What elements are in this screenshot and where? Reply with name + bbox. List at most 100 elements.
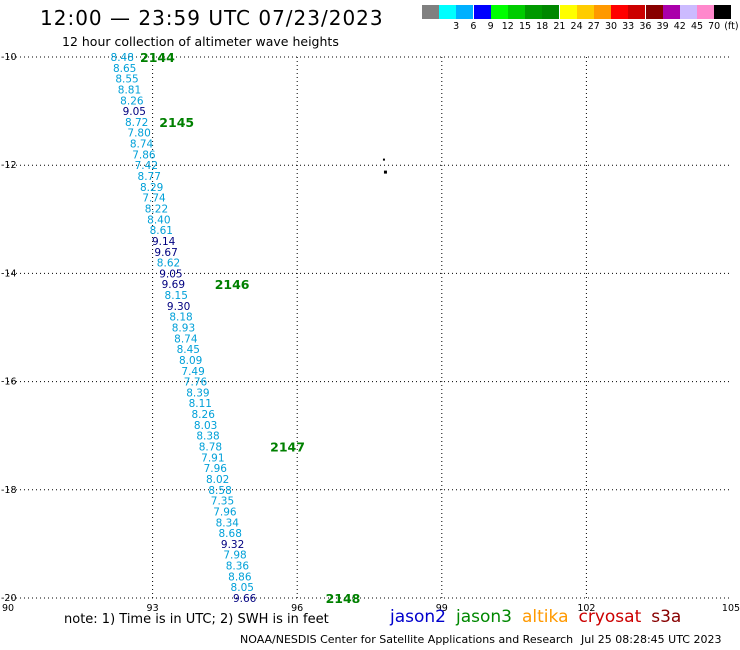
pass-time-label: 2147 (270, 440, 305, 455)
legend-swatch (559, 5, 577, 19)
lon-tick-label: 99 (436, 603, 448, 614)
swh-reading: 7.49 (181, 366, 204, 378)
swh-reading: 8.05 (231, 582, 254, 594)
lat-tick-label: -10 (1, 52, 17, 63)
swh-reading: 7.96 (213, 506, 237, 518)
swh-reading: 8.09 (179, 355, 202, 367)
swh-reading: 9.14 (152, 236, 176, 248)
legend-swatch (473, 5, 491, 19)
satellite-name: jason3 (456, 607, 512, 627)
lon-tick-label: 102 (577, 603, 595, 614)
swh-reading: 8.22 (145, 203, 168, 215)
legend-swatch (680, 5, 697, 19)
satellite-name: jason2 (390, 607, 446, 627)
legend-swatch (662, 5, 680, 19)
swh-reading: 7.86 (132, 149, 156, 161)
swh-reading: 8.38 (196, 431, 219, 443)
swh-reading: 9.69 (162, 279, 185, 291)
lat-tick-label: -12 (1, 160, 17, 171)
legend-label: 15 (518, 21, 532, 32)
swh-reading: 8.03 (194, 420, 217, 432)
island-mark (382, 158, 385, 161)
swh-reading: 7.96 (204, 463, 228, 475)
legend-label: 36 (639, 21, 652, 32)
legend-swatch (456, 5, 474, 19)
lat-tick-label: -18 (1, 485, 17, 496)
lat-tick-label: -20 (1, 593, 17, 604)
legend-label: 27 (587, 21, 600, 32)
swh-reading: 7.42 (135, 160, 158, 172)
swh-reading: 8.61 (150, 225, 173, 237)
legend-label: 9 (487, 21, 494, 32)
pass-time-label: 2146 (215, 277, 250, 292)
swh-reading: 7.91 (201, 452, 224, 464)
swh-reading: 8.68 (219, 528, 242, 540)
lon-tick-label: 90 (2, 603, 14, 614)
legend-swatch (439, 5, 457, 19)
swh-reading: 8.74 (130, 139, 154, 151)
swh-reading: 8.36 (226, 561, 250, 573)
legend-swatch (576, 5, 594, 19)
legend-label: 18 (536, 21, 549, 32)
pass-time-label: 2148 (326, 591, 361, 606)
satellite-name: s3a (651, 607, 682, 627)
swh-reading: 8.93 (172, 323, 195, 335)
legend-label: 12 (501, 21, 514, 32)
island-mark (383, 170, 387, 174)
swh-reading: 8.11 (189, 398, 212, 410)
swh-reading: 7.98 (223, 550, 246, 562)
map-subtitle: 12 hour collection of altimeter wave hei… (62, 34, 339, 49)
swh-reading: 9.67 (154, 247, 177, 259)
legend-swatch (422, 5, 439, 19)
swh-reading: 8.26 (120, 95, 144, 107)
swh-reading: 8.26 (192, 409, 216, 421)
legend-label: 21 (553, 21, 566, 32)
legend-swatch (645, 5, 663, 19)
legend-label: 30 (604, 21, 618, 32)
lon-tick-label: 105 (722, 603, 740, 614)
legend-swatch (628, 5, 646, 19)
legend-swatch (490, 5, 508, 19)
swh-reading: 8.34 (216, 517, 240, 529)
swh-reading: 9.05 (123, 106, 146, 118)
map-title: 12:00 — 23:59 UTC 07/23/2023 (40, 6, 384, 30)
swh-reading: 9.30 (167, 301, 190, 313)
pass-time-label: 2144 (140, 50, 175, 65)
satellite-name: cryosat (578, 607, 642, 627)
legend-label: 42 (673, 21, 686, 32)
legend-label: 70 (708, 21, 721, 32)
footer-note: note: 1) Time is in UTC; 2) SWH is in fe… (64, 612, 329, 627)
swh-reading: 8.45 (177, 344, 200, 356)
swh-reading: 8.40 (147, 214, 170, 226)
swh-reading: 8.29 (140, 182, 163, 194)
legend-label: 6 (470, 21, 477, 32)
credit-text: NOAA/NESDIS Center for Satellite Applica… (240, 633, 574, 646)
swh-reading: 8.65 (113, 63, 136, 75)
swh-reading: 8.86 (228, 571, 252, 583)
legend-swatch (542, 5, 560, 19)
lat-tick-label: -14 (1, 268, 17, 279)
legend-label: 3 (453, 21, 460, 32)
swh-reading: 9.32 (221, 539, 244, 551)
lon-tick-label: 96 (291, 603, 303, 614)
swh-reading: 8.02 (206, 474, 229, 486)
swh-reading: 8.77 (138, 171, 161, 183)
swh-reading: 8.81 (118, 84, 141, 96)
swh-reading: 8.58 (208, 485, 231, 497)
swh-reading: 7.74 (142, 193, 166, 205)
swh-reading: 8.48 (111, 52, 134, 64)
swh-reading: 8.62 (157, 258, 180, 270)
swh-reading: 8.74 (174, 333, 198, 345)
legend-swatch (508, 5, 525, 19)
swh-reading: 7.35 (211, 496, 234, 508)
swh-reading: 9.66 (233, 593, 257, 605)
swh-reading: 8.18 (169, 312, 192, 324)
satellite-legend: jason2 jason3 altika cryosat s3a (390, 607, 691, 627)
satellite-name: altika (522, 607, 569, 627)
swh-reading: 9.05 (159, 268, 182, 280)
legend-label: 24 (570, 21, 583, 32)
legend-swatch (697, 5, 715, 19)
generated-timestamp: Jul 25 08:28:45 UTC 2023 (581, 633, 722, 646)
legend-label: (ft) (724, 21, 739, 32)
